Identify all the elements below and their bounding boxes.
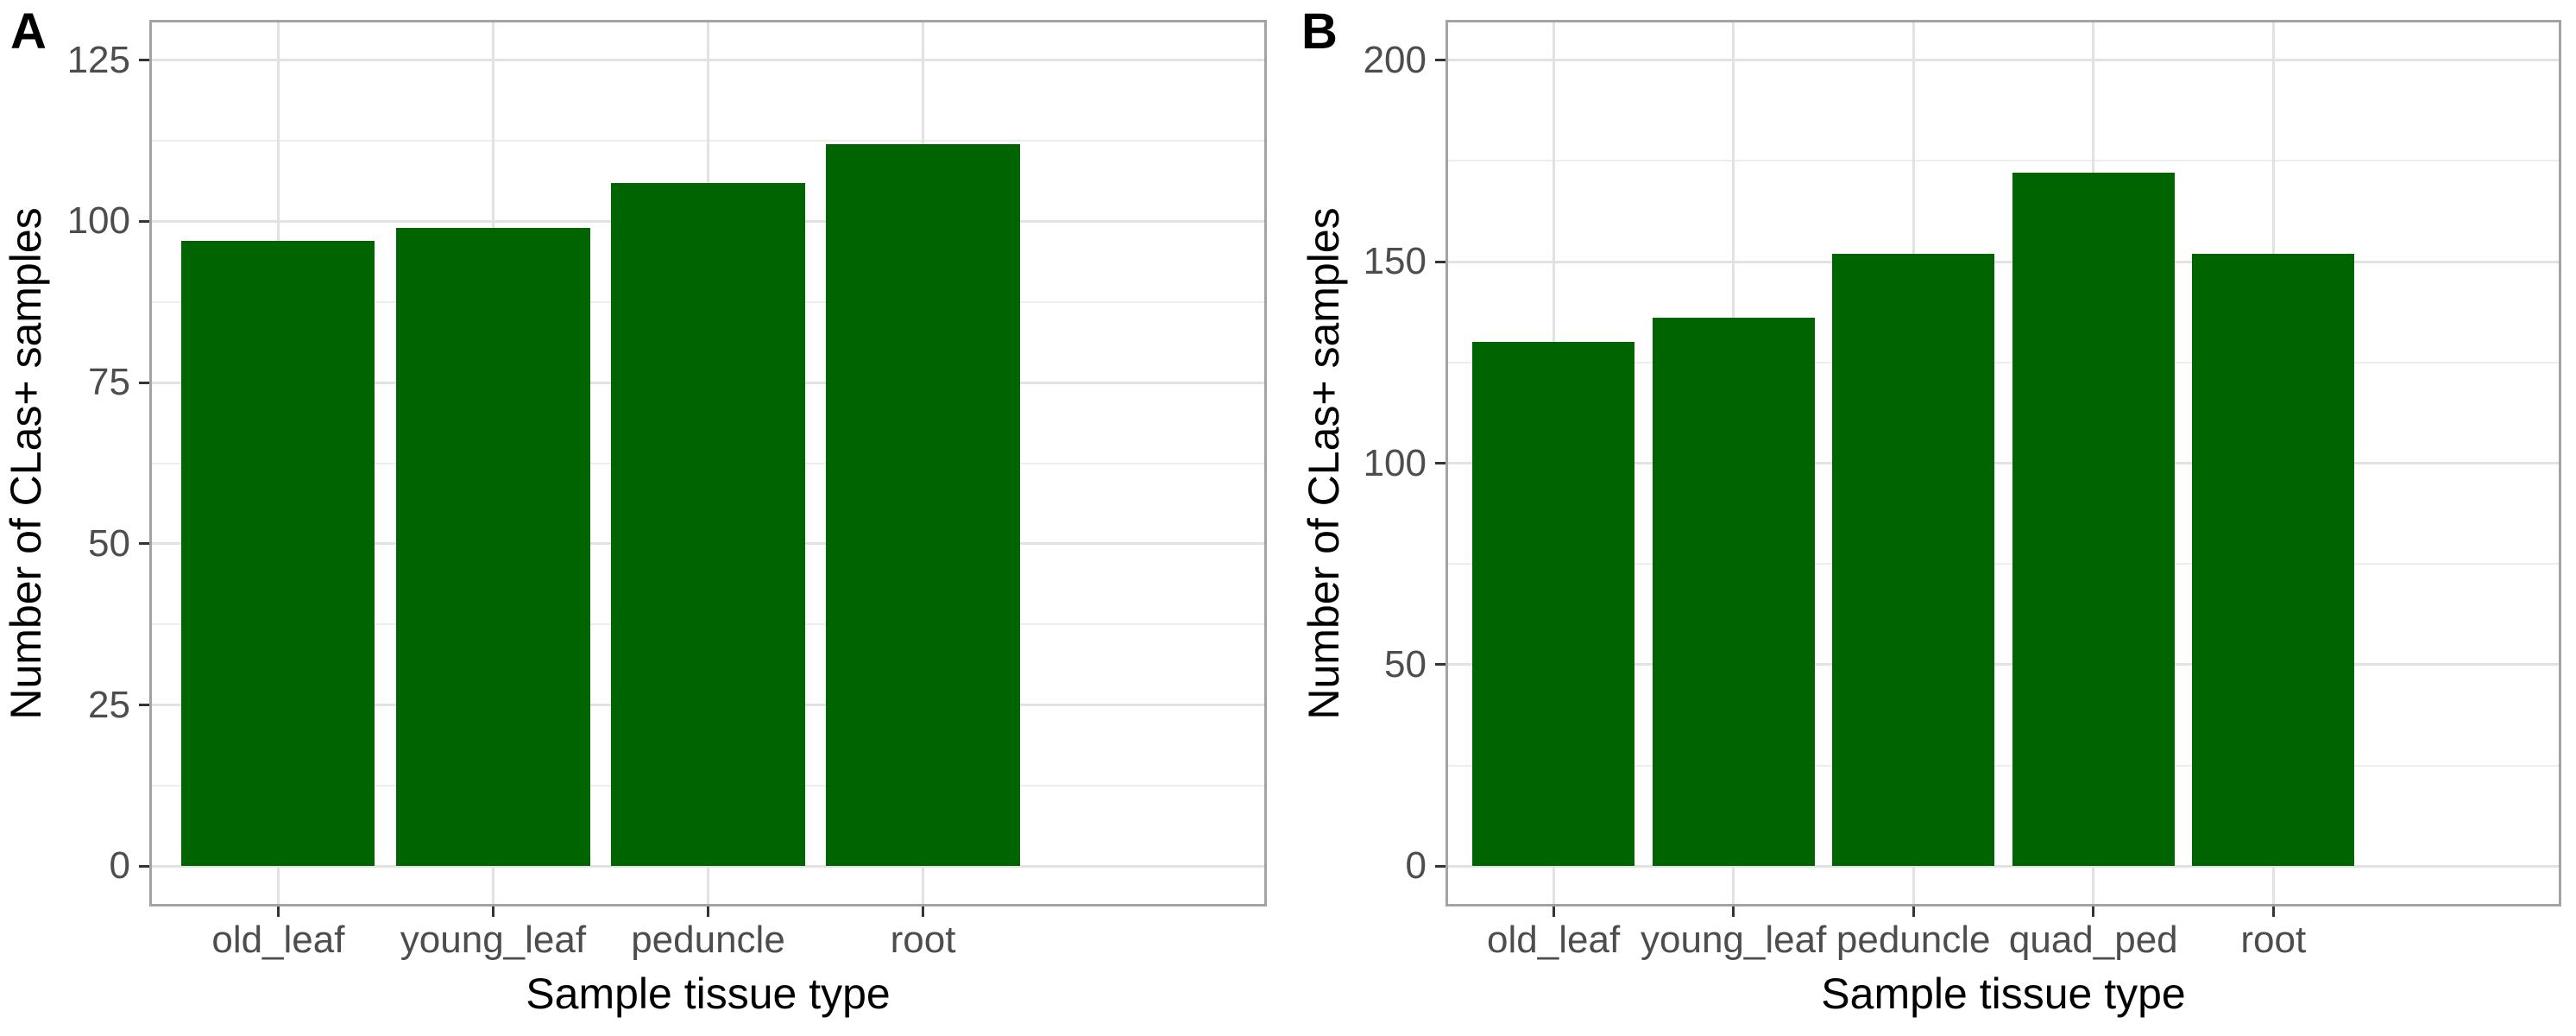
x-tick-label: peduncle <box>1836 919 1991 961</box>
y-tick-mark <box>1435 462 1445 464</box>
x-tick-label: quad_ped <box>2008 919 2178 961</box>
x-axis-title: Sample tissue type <box>526 970 891 1018</box>
x-tick-label: young_leaf <box>400 919 587 961</box>
y-tick-label: 0 <box>1405 844 1427 888</box>
panel-border <box>149 20 1267 906</box>
x-tick-mark <box>922 906 925 917</box>
y-tick-label: 150 <box>1363 240 1427 283</box>
x-tick-mark <box>2092 906 2095 917</box>
y-tick-mark <box>139 704 149 707</box>
x-tick-mark <box>2271 906 2275 917</box>
x-tick-mark <box>1912 906 1915 917</box>
y-tick-label: 125 <box>66 38 130 81</box>
bar-root <box>826 143 1020 867</box>
bar-young_leaf <box>1652 318 1815 867</box>
y-tick-mark <box>1435 663 1445 666</box>
y-tick-label: 100 <box>1363 441 1427 484</box>
y-tick-mark <box>139 542 149 546</box>
y-tick-mark <box>139 219 149 223</box>
y-axis-title: Number of CLas+ samples <box>1300 206 1348 720</box>
x-tick-mark <box>707 906 709 917</box>
x-tick-mark <box>276 906 280 917</box>
x-tick-label: young_leaf <box>1641 919 1827 961</box>
x-tick-label: peduncle <box>631 919 785 961</box>
x-tick-mark <box>1732 906 1735 917</box>
bar-root <box>2192 253 2355 867</box>
x-tick-mark <box>491 906 494 917</box>
y-tick-label: 0 <box>109 844 130 888</box>
x-tick-mark <box>1552 906 1555 917</box>
bar-peduncle <box>1832 253 1995 867</box>
x-tick-label: old_leaf <box>1487 919 1621 961</box>
y-tick-mark <box>1435 59 1445 62</box>
x-tick-label: old_leaf <box>211 919 345 961</box>
y-tick-mark <box>139 864 149 868</box>
y-tick-label: 75 <box>88 361 130 404</box>
y-tick-label: 200 <box>1363 38 1427 81</box>
y-tick-mark <box>1435 864 1445 868</box>
y-tick-label: 25 <box>88 683 130 726</box>
panel-letter-b: B <box>1301 3 1338 60</box>
y-tick-mark <box>1435 260 1445 263</box>
panel-border <box>1445 20 2561 906</box>
y-tick-mark <box>139 381 149 384</box>
panel-letter-a: A <box>10 3 47 60</box>
bar-old_leaf <box>1472 342 1634 867</box>
y-tick-label: 50 <box>88 521 130 565</box>
y-tick-mark <box>139 59 149 62</box>
x-tick-label: root <box>890 919 956 961</box>
bar-quad_ped <box>2012 173 2175 867</box>
x-tick-label: root <box>2240 919 2307 961</box>
bar-peduncle <box>611 182 805 867</box>
y-tick-label: 50 <box>1384 642 1427 685</box>
y-tick-label: 100 <box>66 199 130 243</box>
bar-old_leaf <box>181 240 375 867</box>
bar-young_leaf <box>396 227 590 867</box>
x-axis-title: Sample tissue type <box>1821 970 2186 1018</box>
